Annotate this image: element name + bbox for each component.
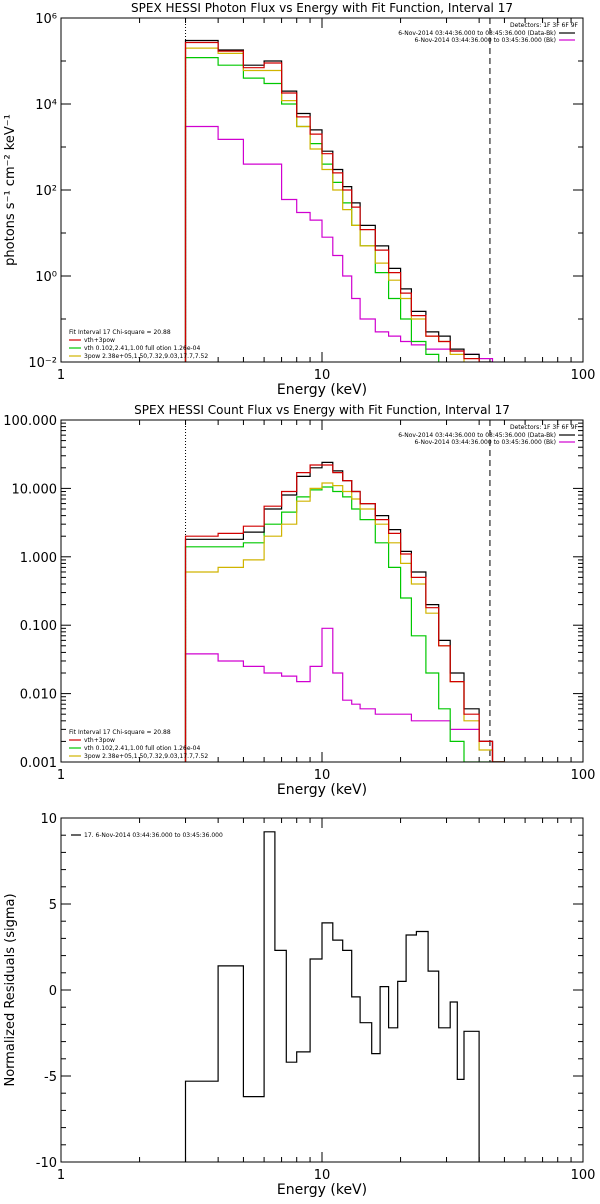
chart-panel-2: SPEX HESSI Count Flux vs Energy with Fit… [3, 403, 595, 798]
legend-label: 6-Nov-2014 03:44:36.000 to 03:45:36.000 … [398, 30, 556, 37]
y-tick-label: 0 [49, 984, 57, 999]
y-tick-label: 100.000 [3, 414, 57, 429]
fit-info-label: vth 0.102,2.41,1.00 full otion 1.26e-04 [84, 345, 200, 352]
legend-label: 6-Nov-2014 03:44:36.000 to 03:45:36.000 … [414, 37, 556, 44]
fit-info-label: 3pow 2.38e+05,1.50,7.32,9.03,17.7,7.52 [84, 353, 208, 360]
fit-info-label: vth+3pow [84, 737, 115, 744]
x-tick-label: 100 [571, 368, 596, 383]
legend-label: 6-Nov-2014 03:44:36.000 to 03:45:36.000 … [398, 432, 556, 439]
fit-info-label: vth+3pow [84, 337, 115, 344]
y-axis-label: photons s⁻¹ cm⁻² keV⁻¹ [3, 114, 18, 266]
series-layer [184, 461, 505, 762]
y-tick-label: 10⁰ [35, 270, 57, 285]
x-axis-label: Energy (keV) [277, 382, 367, 398]
y-tick-label: 0.001 [20, 756, 57, 771]
fit-info-header: Fit Interval 17 Chi-square = 20.88 [69, 729, 171, 736]
series-bk-line [184, 125, 494, 362]
legend-label: 17. 6-Nov-2014 03:44:36.000 to 03:45:36.… [84, 832, 223, 839]
x-tick-label: 1 [57, 1168, 65, 1183]
plot-frame [60, 419, 584, 763]
x-tick-label: 10 [314, 368, 331, 383]
series-vth-3pow-line [184, 464, 505, 762]
y-tick-label: 10⁶ [35, 12, 57, 27]
series-layer [184, 39, 494, 362]
fit-info-label: 3pow 2.38e+05,1.50,7.32,9.03,17.7,7.52 [84, 753, 208, 760]
series-vth-3pow-line [184, 41, 480, 362]
x-tick-label: 100 [571, 768, 596, 783]
y-tick-label: 10² [35, 184, 57, 199]
plot-frame [60, 817, 584, 1163]
x-tick-label: 10 [314, 1168, 331, 1183]
series-vth-line [184, 486, 505, 762]
fit-info-header: Fit Interval 17 Chi-square = 20.88 [69, 329, 171, 336]
x-tick-label: 1 [57, 368, 65, 383]
y-tick-label: 0.010 [20, 688, 57, 703]
y-tick-label: -5 [44, 1070, 57, 1085]
x-tick-label: 100 [571, 1168, 596, 1183]
y-tick-label: 10 [40, 812, 57, 827]
chart-title: SPEX HESSI Photon Flux vs Energy with Fi… [131, 1, 513, 15]
series-3pow-line [184, 482, 505, 762]
y-tick-label: 10.000 [12, 482, 58, 497]
legend-header: Detectors: 1F 3F 6F 9F [510, 22, 579, 29]
y-tick-label: 0.100 [20, 619, 57, 634]
legend-label: 6-Nov-2014 03:44:36.000 to 03:45:36.000 … [414, 439, 556, 446]
plot-frame [60, 17, 584, 363]
series-data-bk-line [184, 39, 494, 362]
legend-header: Detectors: 1F 3F 6F 9F [510, 424, 579, 431]
y-tick-label: 10⁻² [28, 356, 57, 371]
y-tick-label: 5 [49, 898, 57, 913]
series-data-bk-line [184, 461, 505, 762]
chart-title: SPEX HESSI Count Flux vs Energy with Fit… [134, 403, 510, 417]
series-vth-line [184, 57, 440, 362]
x-axis-label: Energy (keV) [277, 782, 367, 798]
chart-panel-1: SPEX HESSI Photon Flux vs Energy with Fi… [3, 1, 595, 398]
fit-info-label: vth 0.102,2.41,1.00 full otion 1.26e-04 [84, 745, 200, 752]
y-tick-label: -10 [36, 1156, 57, 1171]
y-tick-label: 10⁴ [35, 98, 57, 113]
x-tick-label: 10 [314, 768, 331, 783]
y-axis-label: Normalized Residuals (sigma) [3, 893, 18, 1086]
y-tick-label: 1.000 [20, 551, 57, 566]
x-axis-label: Energy (keV) [277, 1182, 367, 1198]
series-layer [184, 831, 480, 1162]
series-residuals-line [184, 831, 480, 1162]
series-3pow-line [184, 47, 465, 362]
x-tick-label: 1 [57, 768, 65, 783]
series-bk-line [184, 627, 505, 762]
